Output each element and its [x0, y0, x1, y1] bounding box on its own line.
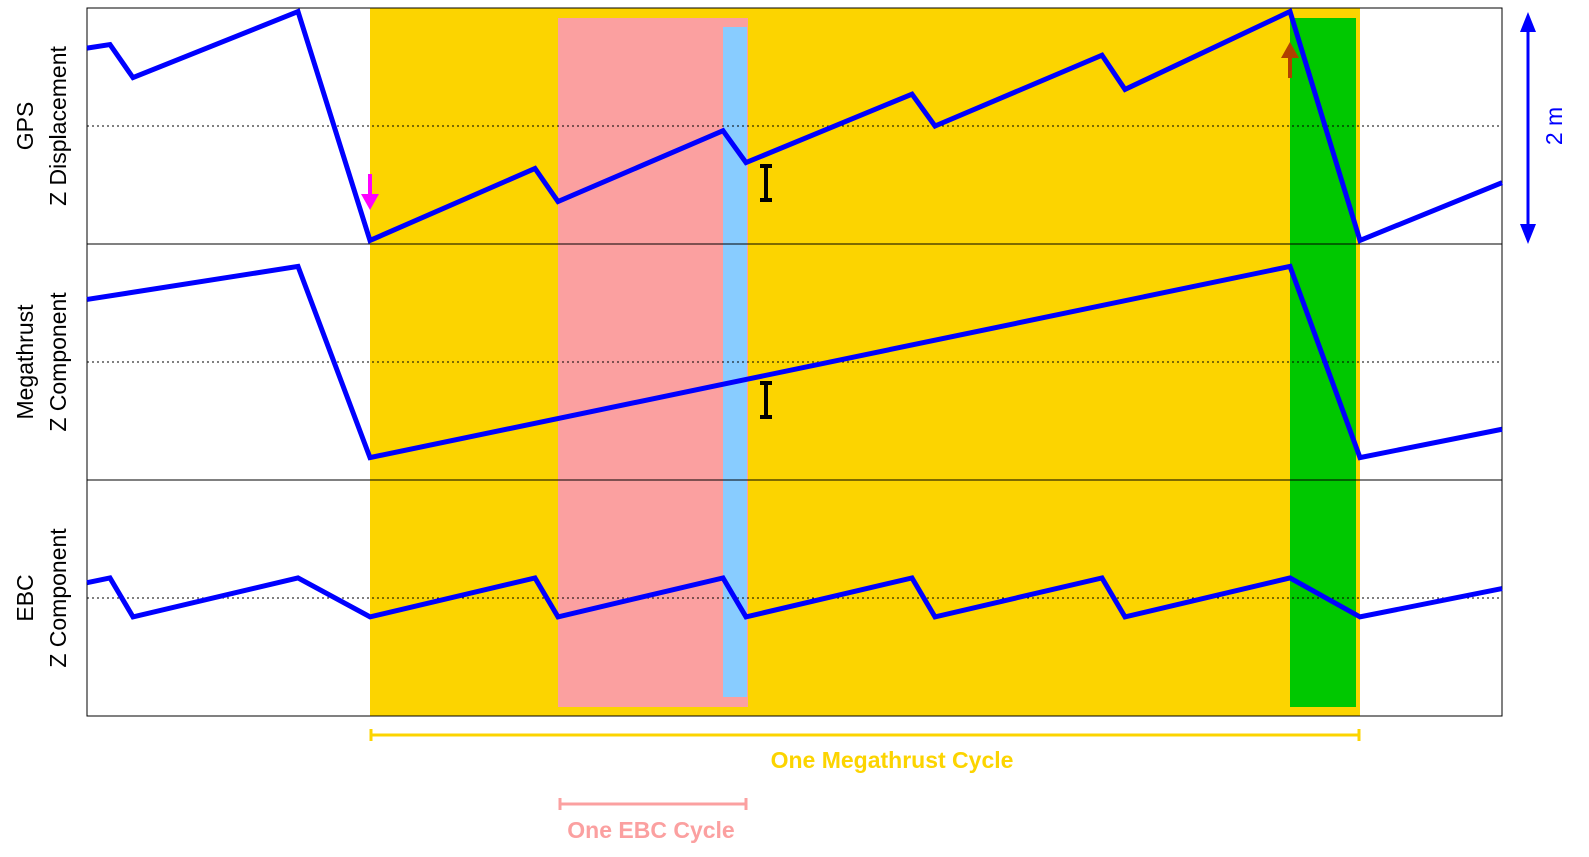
bracket — [558, 798, 748, 810]
y-axis-label: EBC — [12, 574, 38, 621]
bracket — [369, 729, 1361, 741]
y-axis-label: Z Displacement — [45, 46, 71, 206]
arrow-head — [361, 194, 379, 210]
y-axis-label: Megathrust — [12, 304, 38, 420]
y-axis-label: GPS — [12, 102, 38, 151]
data-line — [86, 575, 1503, 620]
arrow-head — [1281, 42, 1299, 58]
markers: 2 m One Megathrust Cycle One EBC Cycle — [361, 12, 1567, 843]
lines — [86, 8, 1503, 620]
ebc-label: One EBC Cycle — [567, 817, 734, 843]
error-bar — [760, 164, 772, 202]
data-line — [86, 263, 1503, 461]
y-axis-label: Z Component — [45, 528, 71, 668]
megathrust-label: One Megathrust Cycle — [771, 747, 1014, 773]
scale-label: 2 m — [1541, 107, 1567, 145]
error-bar — [760, 381, 772, 419]
y-axis-label: Z Component — [45, 292, 71, 432]
panels: GPS Z Displacement Megathrust Z Component EB… — [12, 7, 1503, 717]
data-line — [86, 8, 1503, 244]
